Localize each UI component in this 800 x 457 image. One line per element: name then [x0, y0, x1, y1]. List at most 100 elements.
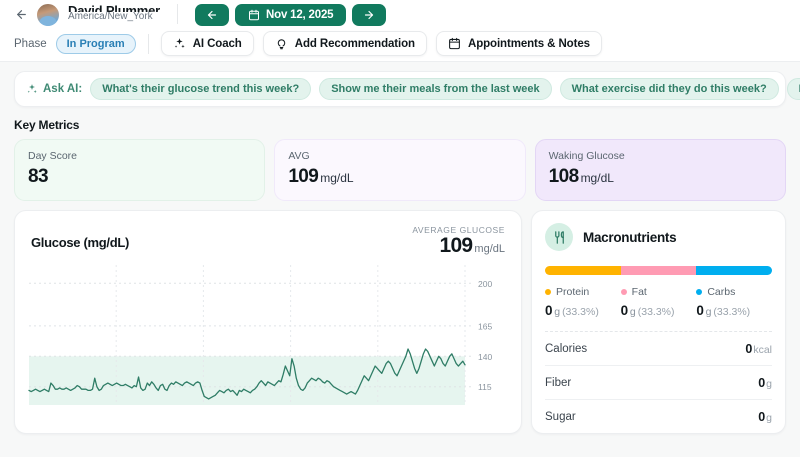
header-left-group: David Plummer America/New_York Nov 12, 2…	[14, 0, 387, 28]
nutrient-value: 0g	[758, 410, 772, 424]
metric-value: 83	[28, 166, 251, 188]
date-label: Nov 12, 2025	[266, 9, 334, 21]
arrow-left-icon[interactable]	[14, 7, 28, 21]
ai-coach-label: AI Coach	[192, 37, 242, 50]
lightbulb-icon	[277, 39, 285, 50]
phase-label: Phase	[14, 37, 47, 50]
person-name: David Plummer	[68, 4, 161, 12]
macronutrients-title: Macronutrients	[583, 229, 677, 245]
metric-unit: mg/dL	[580, 171, 614, 185]
macro-legend-fat-header: Fat	[620, 286, 697, 298]
metric-label: Day Score	[28, 150, 78, 162]
action-bar: Phase In Program AI Coach Add Recommenda…	[0, 26, 800, 62]
ask-ai-chip-meals[interactable]: Show me their meals from the last week	[319, 78, 552, 100]
metric-number: 109	[288, 166, 319, 187]
glucose-chart-header: Glucose (mg/dL) AVERAGE GLUCOSE 109 mg/dL	[15, 211, 521, 257]
nutrient-row-calories: Calories 0kcal	[545, 331, 772, 365]
fat-color-dot	[620, 289, 627, 295]
next-day-button[interactable]	[352, 4, 387, 26]
metric-card-avg: AVG 109 mg/dL	[274, 139, 526, 201]
carbs-number: 0	[696, 303, 704, 318]
metric-value: 108 mg/dL	[549, 166, 772, 188]
nutrient-row-fiber: Fiber 0g	[545, 365, 772, 399]
macro-legend-fat-name: Fat	[631, 286, 647, 298]
metric-value: 109 mg/dL	[288, 166, 511, 188]
macro-legend-fat-value: 0 g (33.3%)	[621, 303, 697, 318]
metric-number: 108	[548, 166, 580, 187]
y-axis-tick-label: 165	[478, 321, 492, 331]
person-info: David Plummer America/New_York	[68, 4, 160, 26]
nutrient-name: Fiber	[545, 377, 572, 389]
nutrient-number: 0	[758, 376, 766, 390]
macro-legend-carbs: Carbs 0 g (33.3%)	[696, 286, 772, 318]
protein-unit: g	[554, 306, 561, 318]
carbs-color-dot	[696, 289, 703, 295]
fat-number: 0	[620, 303, 629, 318]
calendar-icon	[249, 9, 260, 21]
app-header: David Plummer America/New_York Nov 12, 2…	[0, 0, 800, 28]
macro-legend-carbs-header: Carbs	[696, 286, 772, 298]
add-recommendation-label: Add Recommendation	[294, 37, 415, 50]
fat-unit: g	[629, 306, 636, 318]
carbs-unit: g	[705, 306, 712, 318]
ask-ai-chip-glucose[interactable]: What's their glucose trend this week?	[90, 78, 312, 100]
ask-ai-bar: Ask AI: What's their glucose trend this …	[14, 71, 800, 107]
nutrient-row-sugar: Sugar 0g	[545, 399, 772, 433]
ask-ai-label: Ask AI:	[43, 83, 83, 95]
nutrient-unit: kcal	[753, 344, 772, 356]
phase-status-badge[interactable]: In Program	[55, 33, 136, 54]
nutrient-value: 0g	[758, 376, 772, 390]
appointments-notes-label: Appointments & Notes	[467, 37, 590, 50]
average-glucose-label: AVERAGE GLUCOSE	[412, 225, 505, 235]
ask-ai-label-group: Ask AI:	[26, 83, 82, 95]
y-axis-tick-label: 140	[478, 352, 492, 362]
previous-day-button[interactable]	[195, 4, 230, 26]
glucose-chart-card: Glucose (mg/dL) AVERAGE GLUCOSE 109 mg/dL…	[14, 210, 522, 434]
sparkle-icon	[174, 38, 185, 48]
ask-ai-section: Ask AI: What's their glucose trend this …	[0, 62, 800, 107]
glucose-line-chart[interactable]: 200 165 140 115	[15, 257, 520, 406]
average-glucose-value: 109 mg/dL	[412, 234, 505, 257]
macro-legend-protein-name: Protein	[556, 286, 590, 298]
macro-legend-protein: Protein 0 g (33.3%)	[545, 286, 621, 318]
macro-bar-segment-protein	[545, 266, 621, 275]
person-timezone: America/New_York	[68, 11, 153, 22]
ask-ai-chip-exercise[interactable]: What exercise did they do this week?	[559, 78, 779, 100]
fat-percent: (33.3%)	[637, 306, 675, 318]
average-glucose-number: 109	[439, 234, 473, 257]
main-content-row: Glucose (mg/dL) AVERAGE GLUCOSE 109 mg/dL…	[0, 201, 800, 434]
sparkle-icon	[27, 84, 37, 94]
ask-ai-chip-sleep[interactable]: How has their sleep been lately?	[786, 78, 800, 100]
macronutrients-bar	[545, 266, 772, 275]
protein-percent: (33.3%)	[562, 306, 599, 318]
nutrient-number: 0	[745, 342, 753, 356]
y-axis-tick-label: 200	[478, 279, 492, 289]
key-metrics-row: Day Score 83 AVG 109 mg/dL Waking Glucose…	[0, 139, 800, 201]
metric-label: AVG	[288, 150, 310, 162]
nutrient-name: Sugar	[545, 411, 576, 423]
macronutrients-header: Macronutrients	[545, 223, 772, 251]
utensils-icon	[545, 223, 573, 251]
ai-coach-button[interactable]: AI Coach	[160, 31, 254, 56]
nutrient-unit: g	[766, 378, 772, 390]
protein-number: 0	[545, 303, 553, 318]
macro-bar-segment-carbs	[696, 266, 772, 275]
metric-card-waking-glucose: Waking Glucose 108 mg/dL	[534, 139, 786, 201]
glucose-chart-plot[interactable]: 200 165 140 115	[15, 257, 521, 406]
add-recommendation-button[interactable]: Add Recommendation	[262, 31, 427, 56]
metric-card-day-score: Day Score 83	[14, 139, 266, 201]
header-divider	[177, 4, 179, 24]
date-navigation: Nov 12, 2025	[195, 4, 387, 26]
nutrient-value: 0kcal	[745, 342, 772, 356]
date-picker-button[interactable]: Nov 12, 2025	[235, 4, 347, 26]
macro-legend-protein-header: Protein	[545, 286, 621, 298]
protein-color-dot	[545, 289, 551, 295]
nutrient-number: 0	[758, 410, 766, 424]
avatar	[35, 2, 61, 28]
nutrient-rows: Calories 0kcal Fiber 0g Sugar 0g	[545, 331, 772, 433]
metric-unit: mg/dL	[320, 171, 354, 185]
macro-legend-protein-value: 0 g (33.3%)	[545, 303, 621, 318]
appointments-notes-button[interactable]: Appointments & Notes	[435, 31, 602, 56]
metric-label: Waking Glucose	[548, 150, 625, 162]
